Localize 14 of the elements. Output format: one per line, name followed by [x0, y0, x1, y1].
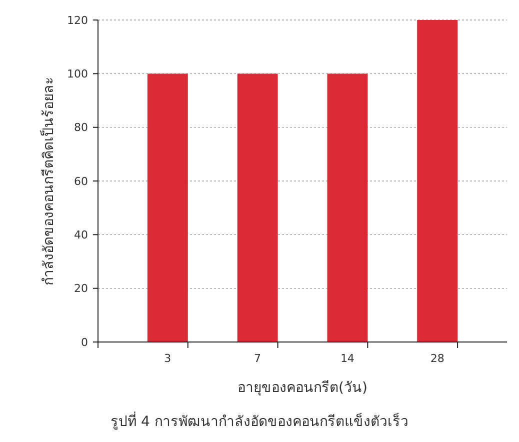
y-tick-label: 80 — [74, 121, 88, 134]
y-tick-label: 60 — [74, 174, 88, 188]
x-tick-label: 28 — [430, 352, 444, 365]
y-axis-title: กำลังอัดของคอนกรีตคิดเป็นร้อยละ — [39, 76, 57, 286]
y-tick-label: 120 — [67, 14, 88, 27]
x-tick-label: 7 — [254, 352, 262, 365]
x-tick-label: 14 — [340, 352, 354, 365]
y-tick-label: 100 — [67, 68, 88, 81]
y-tick-label: 40 — [74, 228, 88, 242]
x-tick-label: 3 — [164, 352, 172, 365]
y-tick-label: 0 — [81, 336, 88, 349]
text: รูปที่ 4 การพัฒนากำลังอัดของคอนกรีตแข็งตัวเร็ว — [110, 412, 408, 430]
y-tick-label: 20 — [74, 282, 88, 296]
x-axis-title: อายุของคอนกรีต(วัน) — [238, 380, 368, 396]
